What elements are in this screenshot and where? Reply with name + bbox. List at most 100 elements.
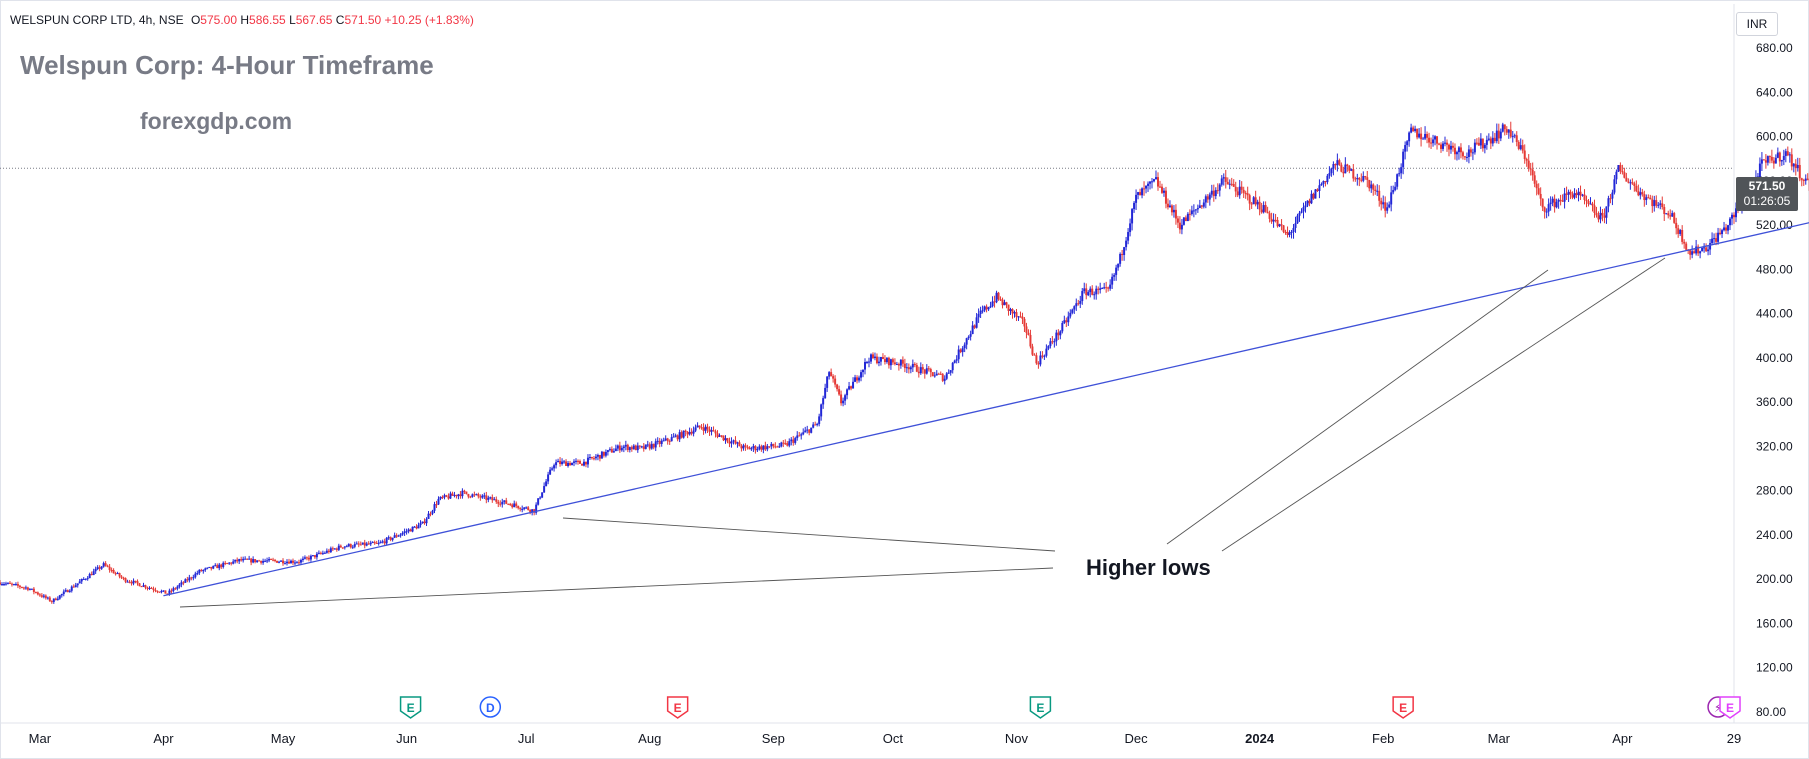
last-price-tag: 571.50 01:26:05 [1736, 177, 1798, 211]
candle-body [128, 581, 131, 583]
candle-body [981, 310, 984, 312]
candle-body [30, 588, 33, 590]
candle-body [1507, 129, 1510, 133]
event-marker-letter: E [674, 701, 682, 715]
candle-body [1326, 175, 1329, 183]
candle-body [373, 542, 376, 544]
candle-body [1623, 172, 1626, 178]
earnings-marker[interactable] [1029, 696, 1052, 719]
candle-body [1160, 186, 1163, 193]
candle-body [1617, 165, 1620, 172]
candle-body [1330, 168, 1333, 174]
candle-body [383, 541, 386, 544]
earnings-marker[interactable] [1719, 696, 1741, 719]
candle-body [1155, 177, 1157, 180]
candle-body [1667, 213, 1670, 216]
candle-body [1649, 197, 1652, 200]
candle-body [1774, 157, 1777, 164]
candle-body [102, 563, 105, 567]
candle-body [1599, 212, 1602, 220]
candle-body [915, 365, 918, 372]
candle-body [862, 369, 865, 373]
candle-body [1463, 156, 1466, 158]
candle-body [756, 449, 759, 451]
candle-body [893, 362, 896, 365]
candle-body [154, 589, 157, 591]
candle-body [92, 571, 95, 576]
candle-body [1143, 188, 1146, 190]
y-axis-ticks: 80.00 120.00 160.00 200.00 240.00 280.00 320.0… [1756, 41, 1793, 719]
candle-body [1430, 142, 1433, 144]
higher-lows-pointers[interactable] [179, 257, 1666, 608]
candle-body [654, 441, 657, 448]
candle-body [630, 447, 633, 450]
higher-lows-annotation[interactable]: Higher lows [1086, 555, 1211, 580]
candle-body [1501, 124, 1504, 132]
candle-body [1511, 136, 1514, 138]
candle-body [160, 591, 163, 593]
candle-body [1655, 200, 1658, 206]
candle-body [680, 432, 683, 438]
candle-body [1671, 213, 1674, 217]
candle-body [16, 584, 19, 586]
candle-body [453, 494, 456, 496]
candle-body [549, 469, 552, 475]
candle-body [1657, 204, 1660, 206]
candle-body [1396, 174, 1399, 187]
candle-body [766, 446, 769, 450]
event-marker-letter: E [1036, 701, 1044, 715]
candle-body [1334, 164, 1337, 166]
candle-body [559, 460, 562, 465]
candle-body [1364, 176, 1367, 178]
earnings-marker[interactable] [666, 696, 689, 719]
candle-body [1260, 209, 1263, 213]
candle-body [204, 568, 207, 570]
candle-body [38, 594, 41, 596]
candle-body [575, 460, 578, 462]
candle-body [889, 359, 892, 366]
candle-body [905, 367, 908, 369]
candle-body [68, 590, 71, 593]
candle-body [674, 435, 677, 437]
candle-body [935, 373, 938, 376]
y-tick-label: 400.00 [1756, 351, 1793, 365]
candle-body [1400, 167, 1403, 174]
dividend-marker[interactable] [479, 696, 502, 718]
candle-body [1372, 184, 1375, 190]
candle-body [1089, 288, 1092, 293]
candle-body [238, 559, 241, 562]
candle-body [1328, 173, 1331, 176]
candle-body [844, 395, 847, 401]
candle-body [172, 588, 175, 592]
candle-body [1776, 152, 1779, 158]
currency-button[interactable]: INR [1736, 12, 1778, 36]
event-marker-letter: D [486, 701, 495, 715]
candle-body [1057, 332, 1060, 336]
symbol-info[interactable]: WELSPUN CORP LTD, 4h, NSE [10, 13, 184, 27]
earnings-marker[interactable] [1392, 696, 1414, 719]
candle-body [626, 444, 629, 450]
candle-body [1137, 192, 1140, 195]
candle-body [947, 372, 950, 374]
candle-body [1589, 203, 1592, 205]
candle-body [1288, 232, 1291, 235]
support-trendline[interactable] [163, 211, 1809, 597]
candle-body [266, 560, 269, 562]
candle-body [1111, 276, 1114, 285]
candle-body [1172, 209, 1175, 213]
candle-body [268, 558, 271, 561]
candle-body [1647, 197, 1650, 199]
candle-body [351, 546, 354, 548]
candle-body [1800, 178, 1803, 181]
candle-body [190, 577, 193, 579]
x-tick-label: Sep [762, 731, 785, 746]
earnings-marker[interactable] [399, 696, 422, 719]
candle-body [74, 585, 77, 588]
candle-body [1529, 168, 1532, 170]
candle-body [1475, 142, 1478, 144]
candle-body [1729, 218, 1732, 226]
candle-body [1491, 137, 1494, 144]
candle-body [1338, 160, 1341, 165]
candle-body [1523, 150, 1526, 160]
candle-body [280, 560, 283, 562]
